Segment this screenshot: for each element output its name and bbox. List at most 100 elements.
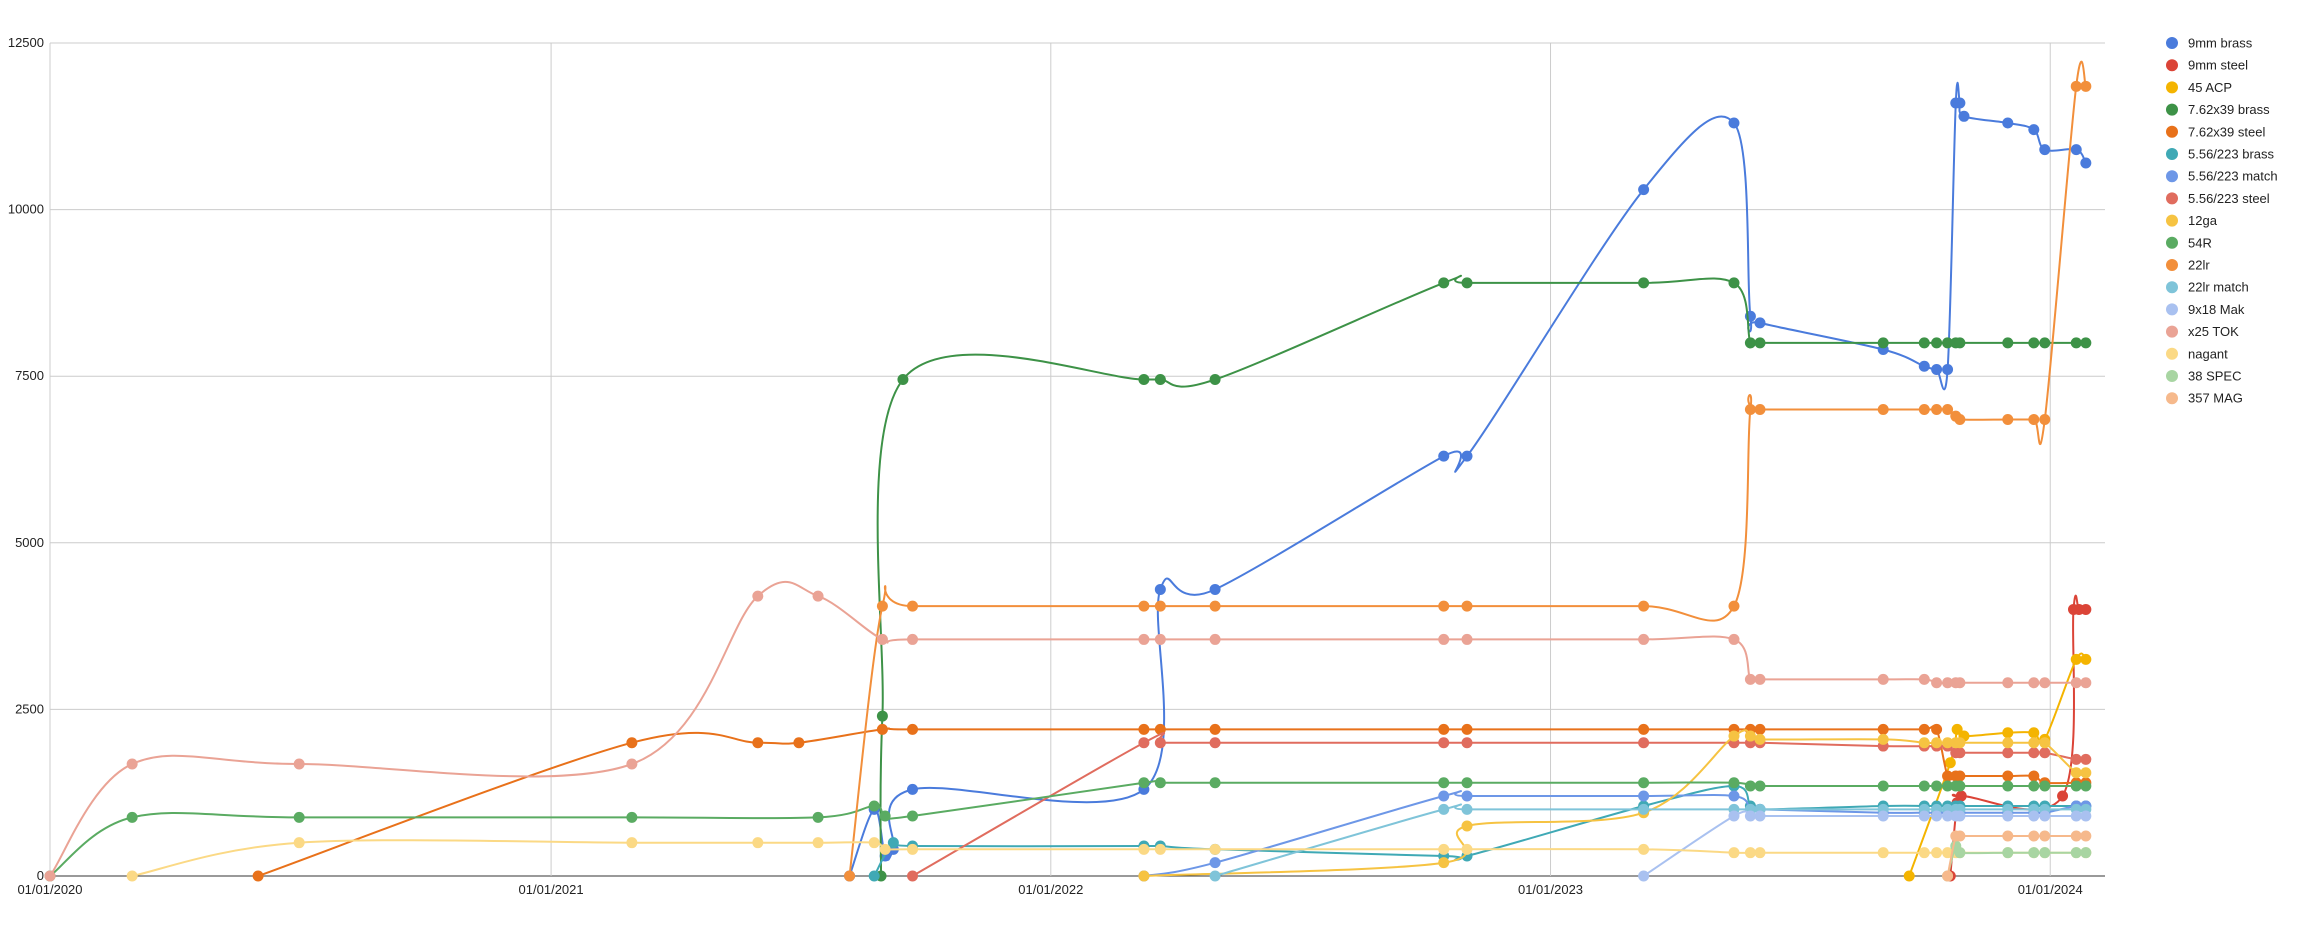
data-point bbox=[1903, 870, 1915, 882]
data-point bbox=[907, 600, 919, 612]
y-tick-label: 5000 bbox=[15, 535, 44, 550]
data-point bbox=[2057, 790, 2069, 802]
data-point bbox=[2070, 144, 2082, 156]
data-point bbox=[2002, 737, 2014, 749]
data-point bbox=[1638, 777, 1650, 789]
data-point bbox=[1931, 404, 1943, 416]
data-point bbox=[1754, 780, 1766, 792]
data-point bbox=[1438, 633, 1450, 645]
y-tick-label: 0 bbox=[37, 868, 44, 883]
data-point bbox=[1638, 600, 1650, 612]
legend-marker bbox=[2166, 281, 2178, 294]
data-point bbox=[907, 783, 919, 795]
data-point bbox=[2070, 677, 2082, 689]
data-point bbox=[1744, 337, 1756, 349]
data-point bbox=[1954, 414, 1966, 426]
data-point bbox=[879, 810, 891, 822]
legend-label: 54R bbox=[2188, 235, 2212, 250]
data-point bbox=[293, 758, 305, 770]
data-point bbox=[1438, 600, 1450, 612]
legend-label: 5.56/223 match bbox=[2188, 169, 2278, 184]
legend-item: 45 ACP bbox=[2166, 80, 2232, 95]
y-tick-label: 10000 bbox=[8, 202, 44, 217]
data-point bbox=[1918, 780, 1930, 792]
data-point bbox=[2039, 414, 2051, 426]
data-point bbox=[1461, 820, 1473, 832]
data-point bbox=[1942, 737, 1954, 749]
data-point bbox=[2028, 747, 2040, 759]
chart-plot-area bbox=[44, 60, 2092, 882]
data-point bbox=[1209, 374, 1221, 386]
data-point bbox=[1942, 870, 1954, 882]
series-line bbox=[848, 81, 2087, 877]
legend-label: 5.56/223 brass bbox=[2188, 147, 2275, 162]
data-point bbox=[1209, 633, 1221, 645]
data-point bbox=[1138, 600, 1150, 612]
data-point bbox=[1954, 770, 1966, 782]
chart-legend: 9mm brass 9mm steel 45 ACP 7.62x39 brass 7.6… bbox=[2166, 36, 2278, 406]
series-9mm-brass bbox=[844, 81, 2092, 882]
data-point bbox=[879, 843, 891, 855]
data-point bbox=[1154, 737, 1166, 749]
data-point bbox=[1154, 633, 1166, 645]
data-point bbox=[868, 837, 880, 849]
data-point bbox=[2070, 653, 2082, 665]
data-point bbox=[1138, 777, 1150, 789]
data-point bbox=[1638, 633, 1650, 645]
data-point bbox=[1931, 737, 1943, 749]
data-point bbox=[1438, 843, 1450, 855]
data-point bbox=[1744, 810, 1756, 822]
data-point bbox=[1438, 450, 1450, 462]
legend-marker bbox=[2166, 125, 2178, 138]
data-point bbox=[793, 737, 805, 749]
data-point bbox=[1744, 673, 1756, 685]
legend-item: 357 MAG bbox=[2166, 391, 2243, 406]
series-line bbox=[873, 784, 2086, 877]
data-point bbox=[2080, 753, 2092, 765]
data-point bbox=[812, 837, 824, 849]
data-point bbox=[1754, 723, 1766, 735]
data-point bbox=[1931, 337, 1943, 349]
data-point bbox=[1728, 790, 1740, 802]
data-point bbox=[2028, 414, 2040, 426]
data-point bbox=[126, 758, 138, 770]
series-line bbox=[848, 60, 2087, 877]
data-point bbox=[1461, 277, 1473, 289]
data-point bbox=[2070, 810, 2082, 822]
data-point bbox=[2028, 677, 2040, 689]
data-point bbox=[1638, 843, 1650, 855]
data-point bbox=[1918, 337, 1930, 349]
data-point bbox=[2039, 780, 2051, 792]
data-point bbox=[2080, 603, 2092, 615]
data-point bbox=[1638, 803, 1650, 815]
series-line bbox=[1946, 832, 2086, 877]
legend-label: 12ga bbox=[2188, 213, 2218, 228]
data-point bbox=[2002, 117, 2014, 129]
data-point bbox=[1877, 847, 1889, 859]
data-point bbox=[2080, 810, 2092, 822]
data-point bbox=[1728, 810, 1740, 822]
legend-marker bbox=[2166, 103, 2178, 116]
data-point bbox=[1728, 730, 1740, 742]
data-point bbox=[1138, 633, 1150, 645]
data-point bbox=[2028, 780, 2040, 792]
data-point bbox=[1438, 803, 1450, 815]
legend-marker bbox=[2166, 347, 2178, 360]
data-point bbox=[1877, 337, 1889, 349]
y-tick-label: 12500 bbox=[8, 35, 44, 50]
data-point bbox=[844, 870, 856, 882]
data-point bbox=[1438, 737, 1450, 749]
data-point bbox=[1138, 737, 1150, 749]
data-point bbox=[1754, 404, 1766, 416]
data-point bbox=[1154, 583, 1166, 595]
data-point bbox=[1877, 673, 1889, 685]
data-point bbox=[752, 837, 764, 849]
data-point bbox=[1931, 364, 1943, 376]
legend-item: 9mm steel bbox=[2166, 58, 2248, 73]
legend-marker bbox=[2166, 37, 2178, 49]
data-point bbox=[2002, 770, 2014, 782]
data-point bbox=[1877, 810, 1889, 822]
data-point bbox=[293, 811, 305, 823]
data-point bbox=[1154, 777, 1166, 789]
legend-item: 5.56/223 match bbox=[2166, 169, 2278, 184]
